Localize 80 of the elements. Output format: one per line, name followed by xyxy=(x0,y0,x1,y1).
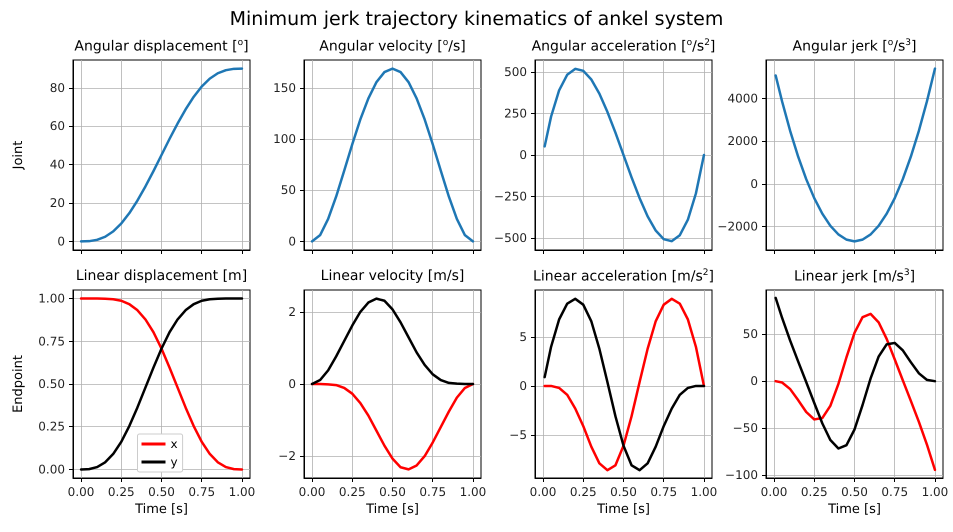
x-tick-label: 0.25 xyxy=(800,485,828,499)
y-tick-label: 1.00 xyxy=(38,292,65,306)
x-tick-label: 0.25 xyxy=(570,485,597,499)
line-series xyxy=(310,382,474,471)
chart-title: Angular jerk [$^{o}$/s$^{3}$] xyxy=(792,38,916,55)
y-tick-label: 0 xyxy=(519,148,527,162)
chart-title: Angular velocity [$^{o}$/s] xyxy=(319,38,466,55)
y-tick-label: 0.25 xyxy=(38,420,65,434)
line-series xyxy=(310,67,474,243)
chart-title: Linear velocity [m/s] xyxy=(320,268,464,284)
line-series xyxy=(310,297,474,386)
x-tick-label: 0.75 xyxy=(419,485,446,499)
y-tick-label: 250 xyxy=(504,106,527,120)
chart-title: Angular acceleration [$^{o}$/s$^{2}$] xyxy=(532,38,716,55)
x-tick-label: 0.75 xyxy=(650,485,678,499)
y-tick-label: 0.75 xyxy=(38,334,65,348)
line-series xyxy=(80,67,244,243)
y-tick-label: 50 xyxy=(280,183,296,198)
y-tick-label: −2000 xyxy=(717,219,758,234)
y-tick-label: −100 xyxy=(725,468,758,482)
x-tick-label: 0.50 xyxy=(148,485,175,499)
y-tick-label: 2 xyxy=(288,305,296,320)
chart-title: Linear displacement [m] xyxy=(76,268,248,284)
x-tick-label: 0.00 xyxy=(68,485,94,499)
x-tick-label: 1.00 xyxy=(460,485,486,499)
x-tick-label: 0.25 xyxy=(338,485,366,499)
text: Minimum jerk trajectory kinematics of ankel system xyxy=(228,8,724,30)
y-tick-label: 60 xyxy=(50,119,65,134)
line-series xyxy=(543,298,706,472)
y-tick-label: 0 xyxy=(519,378,527,393)
y-tick-label: 0 xyxy=(288,234,296,248)
x-axis-title: Time [s] xyxy=(596,502,650,517)
y-tick-label: −5 xyxy=(509,428,527,442)
y-tick-label: 500 xyxy=(504,64,527,79)
x-tick-label: 1.00 xyxy=(690,485,718,499)
y-axis-title: Joint xyxy=(11,140,26,170)
legend-label: x xyxy=(170,437,178,451)
y-tick-label: 0 xyxy=(288,377,296,391)
x-tick-label: 0.75 xyxy=(881,485,908,499)
y-tick-label: 0 xyxy=(750,176,758,191)
y-tick-label: 20 xyxy=(50,196,65,210)
x-tick-label: 1.00 xyxy=(922,485,948,499)
line-series xyxy=(774,312,936,472)
y-tick-label: −250 xyxy=(494,190,527,204)
line-series xyxy=(774,67,936,243)
chart-title: Linear jerk [m/s$^{3}$] xyxy=(794,268,916,285)
y-tick-label: −2 xyxy=(278,448,296,463)
x-tick-label: 0.00 xyxy=(530,485,556,499)
x-axis-title: Time [s] xyxy=(134,502,188,517)
y-tick-label: 80 xyxy=(50,80,65,95)
line-series xyxy=(543,68,706,242)
line-series xyxy=(774,296,936,450)
chart-title: Angular displacement [$^{o}$] xyxy=(74,38,249,55)
x-axis-title: Time [s] xyxy=(827,502,881,517)
line-series xyxy=(80,297,244,471)
x-tick-label: 0.25 xyxy=(108,485,135,499)
y-tick-label: 0 xyxy=(750,374,758,388)
x-axis-title: Time [s] xyxy=(365,502,419,517)
y-tick-label: 0.00 xyxy=(38,462,65,476)
legend-label: y xyxy=(170,455,178,469)
x-tick-label: 0.50 xyxy=(610,485,637,499)
y-tick-label: 40 xyxy=(50,158,65,172)
y-tick-label: 5 xyxy=(519,330,527,344)
chart-title: Linear acceleration [m/s$^{2}$] xyxy=(533,268,714,285)
y-tick-label: 0 xyxy=(57,234,65,248)
y-tick-label: 4000 xyxy=(727,91,758,106)
y-tick-label: 2000 xyxy=(727,134,758,148)
x-tick-label: 0.00 xyxy=(760,485,788,499)
y-axis-title: Endpoint xyxy=(11,355,26,413)
x-tick-label: 1.00 xyxy=(228,485,256,499)
y-tick-label: −500 xyxy=(494,231,527,246)
y-tick-label: 150 xyxy=(273,80,296,95)
x-tick-label: 0.00 xyxy=(298,485,326,499)
x-tick-label: 0.50 xyxy=(379,485,406,499)
x-tick-label: 0.50 xyxy=(841,485,868,499)
y-tick-label: 0.50 xyxy=(38,377,65,391)
y-tick-label: −50 xyxy=(732,421,758,436)
y-tick-label: 100 xyxy=(273,132,296,146)
y-tick-label: 50 xyxy=(742,327,758,342)
x-tick-label: 0.75 xyxy=(188,485,216,499)
